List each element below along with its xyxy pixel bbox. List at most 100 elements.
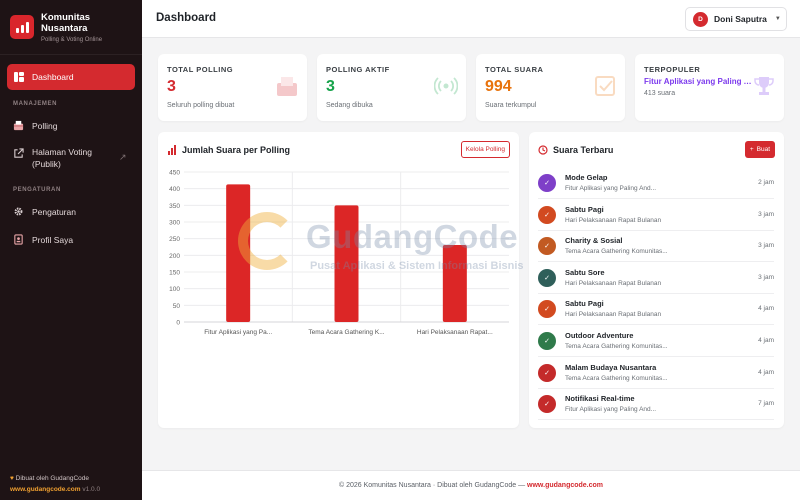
stat-label: TOTAL POLLING (167, 65, 234, 74)
user-name: Doni Saputra (714, 14, 767, 24)
brand-name-line1: Komunitas (41, 11, 91, 23)
manage-polling-button[interactable]: Kelola Polling (460, 141, 510, 158)
heart-icon: ♥ (10, 475, 14, 482)
sidebar-footer-link[interactable]: www.gudangcode.com (10, 486, 81, 493)
sidebar-item-label: Dashboard (32, 72, 74, 82)
page-title: Dashboard (156, 12, 217, 24)
bar (442, 245, 467, 322)
vote-time: 7 jam (758, 400, 774, 408)
chart-card: Jumlah Suara per Polling Kelola Polling … (158, 132, 519, 428)
stat-card-active-polling: POLLING AKTIF 3 Sedang dibuka (317, 54, 466, 121)
check-badge-icon: ✓ (538, 300, 556, 319)
stat-label: TOTAL SUARA (485, 65, 544, 74)
stat-card-most-popular: TERPOPULER Fitur Aplikasi yang Paling An… (635, 54, 784, 121)
footer-link[interactable]: www.gudangcode.com (527, 482, 604, 489)
chart-title: Jumlah Suara per Polling (182, 145, 291, 155)
vote-poll: Tema Acara Gathering Komunitas... (565, 374, 668, 382)
check-badge-icon: ✓ (538, 205, 556, 224)
vote-poll: Hari Pelaksanaan Rapat Bulanan (565, 279, 662, 287)
page-footer: © 2026 Komunitas Nusantara · Dibuat oleh… (142, 470, 800, 500)
vote-row[interactable]: ✓ Malam Budaya Nusantara Tema Acara Gather… (538, 358, 774, 389)
sidebar-item-label-line2: (Publik) (32, 159, 61, 169)
ballot-box-icon (13, 120, 24, 131)
brand[interactable]: Komunitas Nusantara Polling & Voting Onl… (0, 0, 142, 55)
vote-option: Notifikasi Real-time (565, 394, 635, 404)
y-tick-label: 150 (169, 270, 180, 277)
vote-row[interactable]: ✓ Outdoor Adventure Tema Acara Gathering K… (538, 326, 774, 357)
stat-label: POLLING AKTIF (326, 65, 390, 74)
recent-votes-title: Suara Terbaru (538, 145, 613, 155)
sidebar-item-profile[interactable]: Profil Saya (13, 234, 73, 245)
bar (334, 205, 359, 322)
sidebar-item-label: Pengaturan (32, 206, 76, 217)
bar (226, 184, 251, 322)
chart-card-title: Jumlah Suara per Polling (167, 145, 290, 155)
sidebar-footer: ♥ Dibuat oleh GudangCode www.gudangcode.… (10, 473, 100, 495)
vote-option: Sabtu Pagi (565, 299, 604, 309)
arrow-up-right-icon: ↗ (119, 152, 127, 162)
vote-time: 4 jam (758, 305, 774, 313)
sidebar-item-settings[interactable]: Pengaturan (13, 206, 76, 217)
vote-option: Mode Gelap (565, 173, 608, 182)
vote-poll: Fitur Aplikasi yang Paling And... (565, 185, 657, 192)
create-button[interactable]: + Buat (744, 141, 775, 158)
vote-poll: Hari Pelaksanaan Rapat Bulanan (565, 216, 662, 224)
chart-logo-icon (10, 15, 34, 39)
footer-text: © 2026 Komunitas Nusantara · Dibuat oleh… (338, 482, 526, 489)
gear-icon (14, 207, 23, 216)
vote-option: Sabtu Sore (565, 267, 605, 277)
x-tick-label: Tema Acara Gathering K... (308, 329, 384, 336)
x-tick-label: Fitur Aplikasi yang Pa... (204, 329, 272, 336)
vote-poll: Tema Acara Gathering Komunitas... (565, 248, 668, 256)
vote-row[interactable]: ✓ Notifikasi Real-time Fitur Aplikasi yang… (538, 389, 774, 421)
y-tick-label: 0 (176, 320, 180, 327)
vote-time: 3 jam (758, 242, 774, 250)
stat-value: 3 (167, 78, 176, 95)
user-menu-button[interactable]: D Doni Saputra ▼ (685, 7, 787, 31)
y-tick-label: 100 (169, 286, 180, 293)
vote-row[interactable]: ✓ Sabtu Pagi Hari Pelaksanaan Rapat Bulana… (538, 294, 774, 326)
sidebar-item-dashboard[interactable]: Dashboard (7, 64, 135, 90)
stat-sub: Seluruh polling dibuat (167, 102, 235, 109)
create-button-label: Buat (756, 146, 770, 153)
broadcast-icon (434, 77, 458, 95)
topbar: Dashboard D Doni Saputra ▼ (142, 0, 800, 38)
sidebar-item-public-voting[interactable]: Halaman Voting (Publik) (13, 146, 92, 170)
y-tick-label: 250 (169, 236, 180, 243)
y-tick-label: 350 (169, 203, 180, 210)
x-tick-label: Hari Pelaksanaan Rapat... (417, 329, 493, 336)
trophy-icon (754, 77, 774, 95)
vote-option: Malam Budaya Nusantara (565, 362, 657, 372)
brand-name-line2: Nusantara (41, 22, 88, 34)
bar-chart-icon (168, 145, 176, 155)
vote-row[interactable]: ✓ Sabtu Sore Hari Pelaksanaan Rapat Bulana… (538, 263, 774, 294)
vote-time: 3 jam (758, 273, 774, 281)
recent-votes-heading: Suara Terbaru (553, 145, 614, 155)
check-badge-icon: ✓ (538, 237, 556, 256)
check-badge-icon: ✓ (538, 363, 556, 382)
section-label-settings: PENGATURAN (13, 187, 61, 193)
popular-poll-title[interactable]: Fitur Aplikasi yang Paling Anda Butuhkan… (644, 77, 754, 86)
sidebar-item-label: Polling (32, 120, 58, 131)
recent-votes-card: Suara Terbaru + Buat ✓ Mode Gelap Fitur Ap… (529, 132, 784, 428)
vote-time: 2 jam (758, 179, 774, 186)
stat-label: TERPOPULER (644, 65, 701, 74)
dashboard-icon (14, 72, 24, 82)
stat-card-total-votes: TOTAL SUARA 994 Suara terkumpul (476, 54, 625, 121)
y-tick-label: 50 (173, 303, 181, 310)
vote-option: Outdoor Adventure (565, 331, 634, 340)
vote-time: 4 jam (758, 368, 774, 376)
stat-value: 994 (485, 78, 512, 95)
ballot-box-icon (277, 77, 297, 96)
sidebar-item-polling[interactable]: Polling (13, 120, 58, 131)
popular-poll-votes: 413 suara (644, 90, 676, 97)
check-badge-icon: ✓ (538, 268, 556, 287)
brand-tagline: Polling & Voting Online (41, 36, 103, 43)
vote-row[interactable]: ✓ Charity & Sosial Tema Acara Gathering Ko… (538, 231, 774, 263)
vote-poll: Tema Acara Gathering Komunitas... (565, 343, 668, 350)
sidebar-item-label: Profil Saya (32, 234, 74, 245)
vote-row[interactable]: ✓ Mode Gelap Fitur Aplikasi yang Paling An… (538, 168, 774, 199)
stat-sub: Sedang dibuka (326, 102, 373, 109)
vote-row[interactable]: ✓ Sabtu Pagi Hari Pelaksanaan Rapat Bulana… (538, 200, 774, 231)
y-tick-label: 450 (169, 170, 180, 177)
